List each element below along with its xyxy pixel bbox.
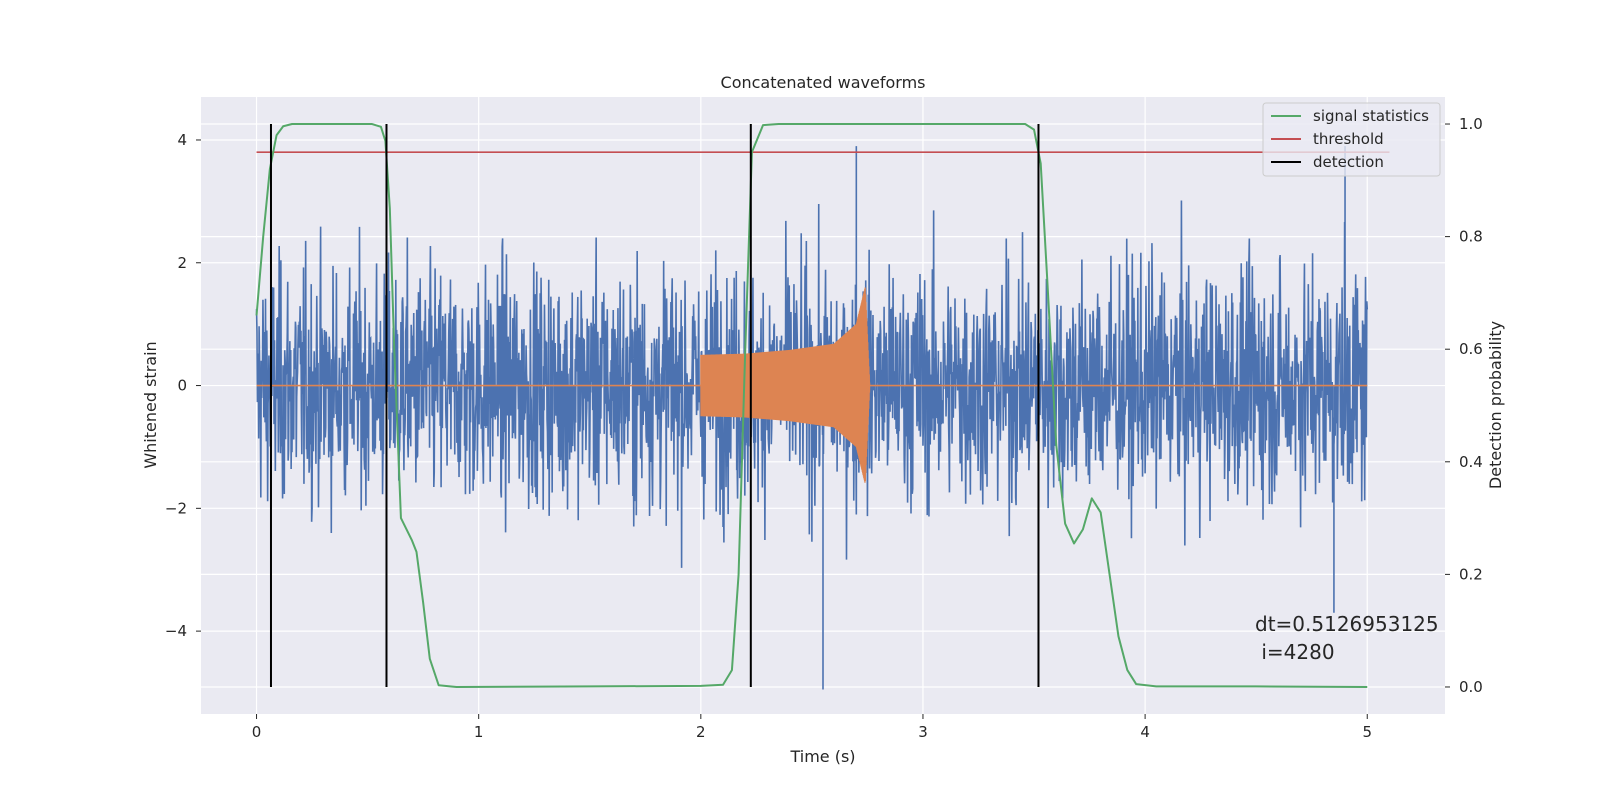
y-right-tick-label-1: 0.2: [1459, 565, 1483, 583]
y-tick-label-2: 0: [177, 377, 187, 395]
y-right-axis-ticks: 0.0 0.2 0.4 0.6 0.8 1.0: [1445, 115, 1483, 696]
x-tick-label-0: 0: [252, 723, 262, 741]
signal-statistics-line: [255, 123, 1368, 688]
legend-label-detection: detection: [1313, 153, 1384, 171]
y-right-tick-label-3: 0.6: [1459, 340, 1483, 358]
x-axis-label: Time (s): [789, 747, 855, 766]
x-tick-label-5: 5: [1362, 723, 1372, 741]
signal-statistics-series: [255, 123, 1368, 688]
chart-title: Concatenated waveforms: [721, 73, 926, 92]
x-tick-label-3: 3: [918, 723, 928, 741]
noise-line: [255, 200, 1369, 568]
detection-series: [269, 124, 1040, 687]
waveform-line: [700, 287, 871, 483]
y-right-tick-label-4: 0.8: [1459, 228, 1483, 246]
y-right-tick-label-0: 0.0: [1459, 678, 1483, 696]
y-right-tick-label-2: 0.4: [1459, 453, 1483, 471]
y-tick-label-4: 4: [177, 131, 187, 149]
y-right-tick-label-5: 1.0: [1459, 115, 1483, 133]
waveform-series: [256, 287, 1368, 483]
y-tick-label-3: 2: [177, 254, 187, 272]
legend-label-threshold: threshold: [1313, 130, 1384, 148]
legend-frame: [1262, 102, 1441, 177]
x-tick-label-4: 4: [1140, 723, 1150, 741]
legend: signal statistics threshold detection: [1262, 102, 1441, 177]
x-tick-label-1: 1: [474, 723, 484, 741]
annotation-dt: dt=0.5126953125: [1255, 612, 1439, 636]
x-tick-label-2: 2: [696, 723, 706, 741]
x-axis-ticks: 0 1 2 3 4 5: [252, 714, 1372, 741]
y-tick-label-1: −2: [165, 499, 187, 517]
y-axis-label: Whitened strain: [141, 341, 160, 468]
y-axis-ticks: −4 −2 0 2 4: [165, 131, 201, 640]
legend-label-signal-statistics: signal statistics: [1313, 107, 1429, 125]
y-right-axis-label: Detection probability: [1486, 321, 1505, 489]
annotation-index: i=4280: [1255, 640, 1335, 664]
y-tick-label-0: −4: [165, 622, 187, 640]
